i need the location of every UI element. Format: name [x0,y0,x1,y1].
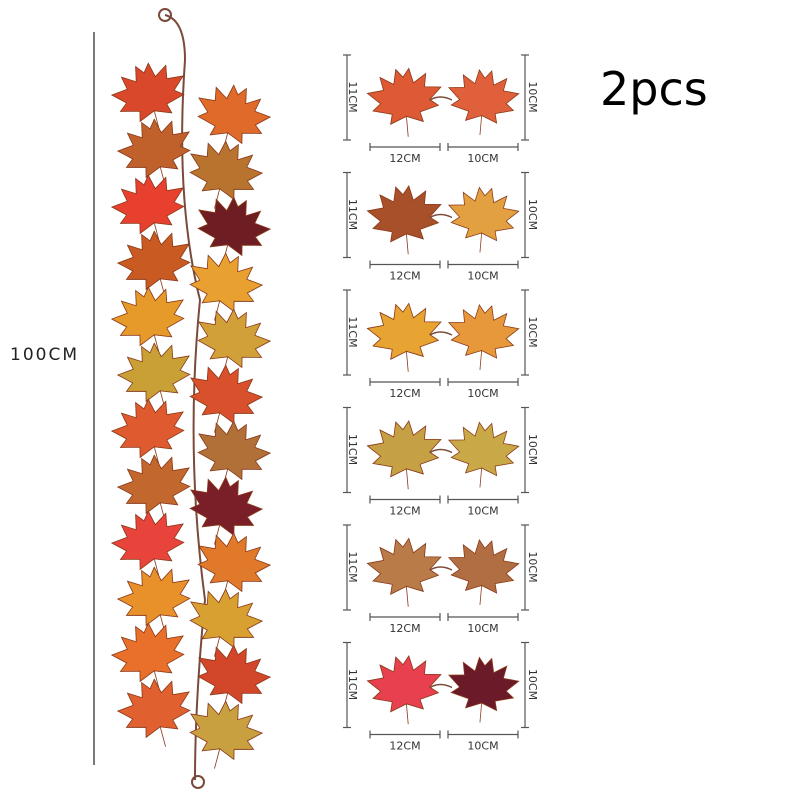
maple-leaf [444,67,521,139]
maple-leaf [365,417,446,493]
maple-leaf [444,654,521,726]
maple-leaf [178,468,269,555]
maple-leaf [444,537,521,609]
leaf-width-label: 10CM [467,152,498,165]
maple-leaf [444,302,521,374]
leaf-width-label: 12CM [389,622,420,635]
leaf-width-label: 12CM [389,152,420,165]
leaf-width-label: 10CM [467,505,498,518]
leaf-width-label: 12CM [389,740,420,753]
leaf-height-label: 10CM [526,81,539,112]
leaf-width-label: 12CM [389,387,420,400]
maple-leaf [178,132,269,219]
leaf-width-label: 10CM [467,622,498,635]
leaf-height-label: 11CM [346,199,359,230]
leaf-sample-row: 11CM 10CM 12CM 10CM [343,289,539,400]
leaf-sample-row: 11CM 10CM 12CM 10CM [343,54,539,165]
leaf-height-label: 10CM [526,551,539,582]
leaf-width-label: 10CM [467,387,498,400]
leaf-width-label: 12CM [389,270,420,283]
leaf-height-label: 10CM [526,199,539,230]
maple-leaf [111,110,202,197]
leaf-height-label: 11CM [346,669,359,700]
leaf-height-label: 11CM [346,81,359,112]
leaf-width-label: 12CM [389,505,420,518]
leaf-sample-row: 11CM 10CM 12CM 10CM [343,641,539,753]
maple-leaf [444,419,521,491]
maple-leaf [365,300,446,376]
maple-leaf [111,446,202,533]
leaf-size-samples: 11CM 10CM 12CM 10CM 11CM 10CM 12CM 10CM 11CM 10CM… [343,54,539,753]
total-length-label: 100CM [10,345,79,365]
leaf-height-label: 10CM [526,669,539,700]
maple-leaf [111,558,202,645]
maple-leaf [444,184,521,256]
leaf-sample-row: 11CM 10CM 12CM 10CM [343,524,539,635]
maple-leaf [178,580,269,667]
leaf-height-label: 11CM [346,434,359,465]
maple-leaf [365,652,446,728]
leaf-width-label: 10CM [467,270,498,283]
leaf-height-label: 10CM [526,434,539,465]
leaf-height-label: 11CM [346,551,359,582]
maple-leaf [111,670,202,757]
leaf-height-label: 10CM [526,316,539,347]
leaf-sample-row: 11CM 10CM 12CM 10CM [343,171,539,283]
maple-leaf [365,182,446,258]
maple-leaf [111,334,202,421]
leaf-width-label: 10CM [467,740,498,753]
maple-leaf [178,692,269,779]
maple-leaf [178,356,269,443]
garland [105,8,277,789]
maple-leaf [365,65,446,141]
leaf-height-label: 11CM [346,316,359,347]
quantity-label: 2pcs [600,62,708,116]
maple-leaf [365,535,446,611]
leaf-sample-row: 11CM 10CM 12CM 10CM [343,406,539,518]
